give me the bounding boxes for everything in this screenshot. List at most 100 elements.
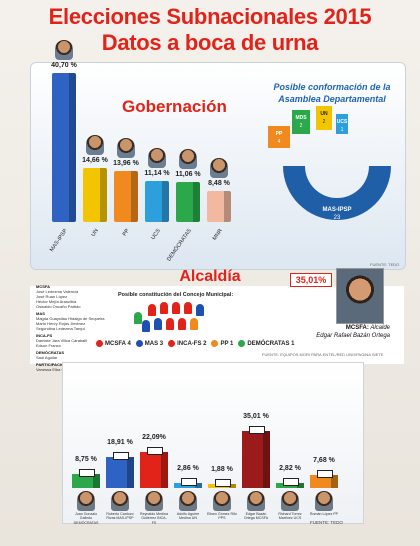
alc-bar-pct-1: 18,91 %	[107, 439, 133, 447]
alc-bar-pct-6: 2,82 %	[279, 465, 301, 473]
headline: Elecciones Subnacionales 2015 Datos a bo…	[0, 4, 420, 56]
gob-bar-pct-3: 11,14 %	[144, 170, 170, 178]
gob-bar-0	[52, 73, 76, 222]
donut-box-party-3: UCS	[337, 119, 348, 125]
concejo-seat-2	[172, 302, 180, 314]
bottom-source: FUENTE: TEDO	[310, 520, 343, 525]
alc-candidate-photo-5	[247, 491, 265, 511]
concejo-seat-4	[196, 304, 204, 316]
legend-item-1: MAS 3	[135, 340, 164, 348]
gob-candidate-photo-1	[86, 135, 104, 156]
donut-box-seats-0: 4	[278, 139, 281, 145]
alc-bar-7	[310, 475, 338, 488]
alc-bar-pct-0: 8,75 %	[75, 455, 97, 463]
concejo-seat-10	[134, 312, 142, 324]
concejo-list-name-1-2: Segundina Ledezma Tarqui	[36, 326, 85, 331]
donut-box-seats-2: 2	[323, 119, 326, 125]
alc-ballot-5	[249, 425, 265, 434]
alc-bar-pct-7: 7,68 %	[313, 457, 335, 465]
concejo-list-party-1: MAS	[36, 311, 45, 316]
gobernacion-source: FUENTE: TEDO	[370, 262, 400, 267]
donut-box-party-2: UN	[320, 111, 328, 117]
concejo-seat-7	[166, 318, 174, 330]
concejo-list-name-2-0: Damiste Jara Villca Caraballi	[36, 338, 88, 343]
alc-candidate-name-2: Reynaldo Medina Gutiérrez INCA-FS	[140, 512, 168, 525]
concejo-list-party-0: MCSFA	[36, 284, 50, 289]
gob-bar-4	[176, 181, 200, 222]
legend-dot-3	[211, 340, 219, 347]
donut-box-seats-3: 1	[341, 127, 344, 133]
alc-bar-pct-3: 2,86 %	[177, 465, 199, 473]
gob-candidate-photo-5	[210, 157, 228, 178]
concejo-seat-3	[184, 302, 192, 314]
donut-box-0	[268, 126, 290, 148]
alc-ballot-2	[147, 446, 163, 455]
candidate-role: Alcalde	[370, 325, 390, 331]
concejo-legend: MCSFA 4 MAS 3 INCA-FS 2 PP 1 DEMÓCRATAS 1	[96, 340, 300, 347]
alc-bar-pct-5: 35,01 %	[243, 412, 269, 420]
alc-bar-5	[242, 430, 270, 488]
legend-dot-0	[96, 340, 103, 347]
gob-bar-5	[207, 190, 231, 222]
concejo-list-name-2-1: Edson Franco	[36, 343, 61, 348]
asamblea-title: Posible conformación de la Asamblea Depa…	[273, 82, 391, 104]
gob-bar-pct-0: 40,70 %	[51, 62, 77, 70]
gob-candidate-photo-2	[117, 137, 135, 158]
legend-item-3: PP 1	[211, 340, 233, 347]
donut-box-party-1: MDS	[295, 115, 307, 121]
alc-candidate-photo-2	[145, 491, 163, 511]
alc-ballot-1	[113, 452, 129, 461]
concejo-seat-0	[148, 304, 156, 316]
gob-bar-pct-5: 8,48 %	[208, 179, 230, 187]
legend-label-0: MCSFA 4	[105, 341, 131, 348]
gob-candidate-photo-0	[55, 40, 73, 61]
candidate-photo	[336, 268, 384, 324]
legend-label-4: DEMÓCRATAS 1	[247, 341, 295, 348]
legend-item-0: MCSFA 4	[96, 340, 131, 347]
concejo-title: Posible constitución del Concejo Municip…	[118, 292, 234, 298]
concejo-list-party-4: PARTICIPACIÓN POPULAR	[36, 362, 88, 367]
concejo-seat-1	[160, 302, 168, 314]
legend-label-1: MAS 3	[144, 341, 164, 348]
donut-label-mas: MAS-IPSP	[322, 207, 351, 213]
gobernacion-title: Gobernación	[122, 97, 227, 116]
gob-bar-pct-2: 13,96 %	[113, 159, 139, 167]
alc-candidate-photo-4	[213, 491, 231, 511]
alc-ballot-0	[79, 468, 95, 477]
legend-dot-1	[135, 340, 143, 347]
gob-bar-1	[83, 168, 107, 222]
alc-candidate-photo-6	[281, 491, 299, 511]
alc-candidate-photo-7	[315, 491, 333, 511]
alc-candidate-name-7: Román López PP	[309, 512, 339, 516]
alc-ballot-3	[181, 478, 197, 487]
gob-candidate-photo-3	[148, 148, 166, 169]
candidate-name: Edgar Rafael Bazán Ortega	[316, 333, 390, 339]
alcaldia-source: FUENTE: EQUIPOS MORI PARA ENTEL/RED UNO/…	[262, 352, 384, 357]
concejo-list-name-0-0: José Ledezma Valencia	[36, 289, 79, 294]
alcaldia-title: Alcaldía	[179, 268, 241, 285]
concejo-seat-8	[178, 318, 186, 330]
legend-dot-4	[238, 340, 246, 347]
concejo-list-name-0-3: Oswaldo Oncaño Partido	[36, 304, 81, 309]
alc-ballot-4	[215, 479, 231, 487]
concejo-list-name-3-0: Saúl Aguilar	[36, 355, 58, 360]
donut-segment-mas	[283, 166, 391, 220]
asamblea-donut-chart: MAS-IPSP 23 PP 4 MDS 2 UN 2 UCS 1	[268, 106, 391, 221]
alc-candidate-name-0: Juan Gonzalo Galindo DEMÓCRATAS	[73, 512, 99, 525]
gob-candidate-photo-4	[179, 148, 197, 169]
concejo-candidate-lists: MCSFA José Ledezma Valencia José Ruan Lópe…	[36, 284, 114, 374]
alc-candidate-name-3: Adolfo Aguirre Medina UN	[176, 512, 200, 521]
donut-box-3	[336, 114, 348, 134]
alc-bar-pct-2: 22,09%	[142, 433, 166, 441]
gob-bar-pct-1: 14,66 %	[82, 157, 108, 165]
gob-bar-pct-4: 11,06 %	[175, 170, 201, 178]
gob-bar-3	[145, 181, 169, 222]
legend-dot-2	[168, 340, 176, 347]
concejo-list-party-2: INCA-FS	[36, 333, 53, 338]
alc-candidate-name-1: Roberto Cardozo Rivas MAS-IPSP	[106, 512, 134, 521]
alc-bar-1	[106, 457, 134, 488]
concejo-seat-6	[154, 318, 162, 330]
alc-candidate-photo-1	[111, 491, 129, 511]
headline-line1: Elecciones Subnacionales 2015	[48, 4, 372, 29]
